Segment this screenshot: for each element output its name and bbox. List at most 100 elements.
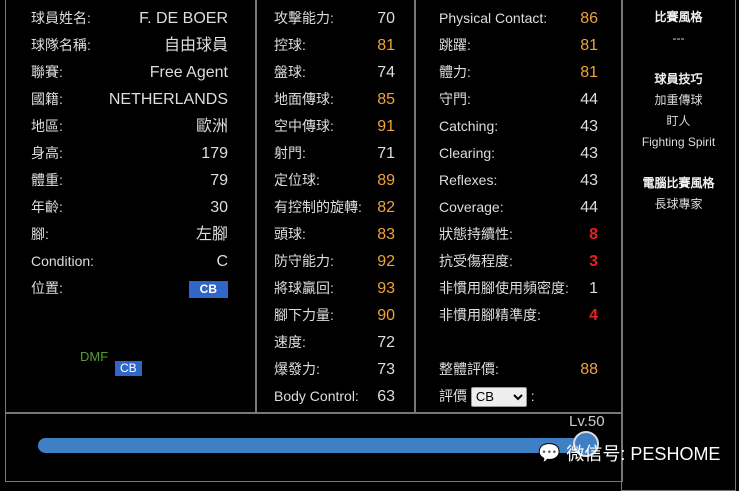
position-map-dmf: DMF xyxy=(80,349,109,364)
ai-style-value: 長球專家 xyxy=(654,197,703,211)
stat-row: 有控制的旋轉: 82 xyxy=(274,194,395,221)
stat-value: 73 xyxy=(377,361,395,378)
stat-row: 盤球: 74 xyxy=(274,59,395,86)
stat-row: 地區: 歐洲 xyxy=(31,113,228,140)
wechat-icon: 💬 xyxy=(538,442,561,463)
level-frame xyxy=(5,412,623,482)
stats-column-1: 攻擊能力: 70 控球: 81 盤球: 74 地面傳球: 85 空中傳球: 91 射門: 71 定位球:… xyxy=(274,5,395,410)
stat-label: 年齡: xyxy=(31,199,63,215)
position-row: 位置: CB xyxy=(31,275,228,302)
stat-label: 地區: xyxy=(31,118,63,134)
stat-label: 速度: xyxy=(274,334,306,350)
stat-row: 空中傳球: 91 xyxy=(274,113,395,140)
stat-value: 左腳 xyxy=(195,226,228,243)
stat-label: 將球贏回: xyxy=(274,280,334,296)
side-panel: 比賽風格 --- 球員技巧 加重傳球 盯人 Fighting Spirit 電腦… xyxy=(622,0,735,215)
stat-value: 44 xyxy=(580,199,598,216)
style-value: --- xyxy=(672,31,685,45)
level-slider-track[interactable] xyxy=(38,438,598,453)
stat-value: 72 xyxy=(377,334,395,351)
stat-label: 國籍: xyxy=(31,91,63,107)
stat-label: 頭球: xyxy=(274,226,306,242)
stats-column-2: Physical Contact: 86 跳躍: 81 體力: 81 守門: 44 Catchi… xyxy=(439,5,598,329)
level-slider-handle[interactable] xyxy=(573,431,599,457)
stat-label: 抗受傷程度: xyxy=(439,253,513,269)
stat-label: 體力: xyxy=(439,64,471,80)
profile-column: 球員姓名: F. DE BOER 球隊名稱: 自由球員 聯賽: Free Agent 國籍:… xyxy=(31,5,228,275)
stat-value: 92 xyxy=(377,253,395,270)
stat-row: 非慣用腳使用頻密度: 1 xyxy=(439,275,598,302)
stat-value: 44 xyxy=(580,91,598,108)
skills-title: 球員技巧 xyxy=(654,72,703,86)
stat-label: 身高: xyxy=(31,145,63,161)
stat-label: 腳下力量: xyxy=(274,307,334,323)
position-map-cb: CB xyxy=(115,361,142,376)
stat-label: Condition: xyxy=(31,253,95,269)
style-title: 比賽風格 xyxy=(654,10,703,24)
stat-row: 體力: 81 xyxy=(439,59,598,86)
stat-label: 攻擊能力: xyxy=(274,10,334,26)
stat-row: 定位球: 89 xyxy=(274,167,395,194)
col-divider-2 xyxy=(414,0,416,414)
rating-select[interactable]: CB xyxy=(470,386,527,407)
stat-value: 43 xyxy=(580,145,598,162)
stat-label: 射門: xyxy=(274,145,306,161)
stat-label: 跳躍: xyxy=(439,37,471,53)
stat-row: 腳下力量: 90 xyxy=(274,302,395,329)
stat-label: Catching: xyxy=(439,118,499,134)
overall-row: 整體評價: 88 xyxy=(439,356,598,383)
stat-label: 聯賽: xyxy=(31,64,63,80)
stat-label: Body Control: xyxy=(274,388,359,404)
stat-label: 球隊名稱: xyxy=(31,37,91,53)
overall-label: 整體評價: xyxy=(439,361,499,377)
stat-row: Catching: 43 xyxy=(439,113,598,140)
overall-value: 88 xyxy=(580,361,598,378)
stat-value: 179 xyxy=(201,145,228,162)
stat-row: 非慣用腳精準度: 4 xyxy=(439,302,598,329)
stat-label: 狀態持續性: xyxy=(439,226,513,242)
position-label: 位置: xyxy=(31,280,63,296)
col-divider-1 xyxy=(255,0,257,414)
stat-value: 4 xyxy=(589,307,598,324)
stat-row: 球隊名稱: 自由球員 xyxy=(31,32,228,59)
stat-label: 爆發力: xyxy=(274,361,320,377)
stat-row: 將球贏回: 93 xyxy=(274,275,395,302)
stat-label: 非慣用腳使用頻密度: xyxy=(439,280,569,296)
stat-value: 85 xyxy=(377,91,395,108)
stat-value: 91 xyxy=(377,118,395,135)
stat-row: 體重: 79 xyxy=(31,167,228,194)
position-map: DMF CB xyxy=(60,345,220,385)
stat-row: Condition: C xyxy=(31,248,228,275)
level-label: Lv.50 xyxy=(569,413,605,430)
stat-row: 攻擊能力: 70 xyxy=(274,5,395,32)
rating-label: 評價 xyxy=(439,388,467,404)
stat-label: 空中傳球: xyxy=(274,118,334,134)
stat-label: 球員姓名: xyxy=(31,10,91,26)
skill-item: 盯人 xyxy=(666,114,691,128)
stat-value: 自由球員 xyxy=(163,37,228,54)
stat-label: 定位球: xyxy=(274,172,320,188)
ai-style-title: 電腦比賽風格 xyxy=(642,176,715,190)
stat-value: 43 xyxy=(580,118,598,135)
stat-row: 球員姓名: F. DE BOER xyxy=(31,5,228,32)
stat-row: 爆發力: 73 xyxy=(274,356,395,383)
main-frame xyxy=(5,0,623,414)
stat-row: 年齡: 30 xyxy=(31,194,228,221)
stat-row: 守門: 44 xyxy=(439,86,598,113)
stat-value: 70 xyxy=(377,10,395,27)
stat-value: 3 xyxy=(589,253,598,270)
stat-value: C xyxy=(216,253,228,270)
stat-row: 國籍: NETHERLANDS xyxy=(31,86,228,113)
position-badge: CB xyxy=(188,281,228,298)
stat-value: NETHERLANDS xyxy=(108,91,228,108)
stat-label: 盤球: xyxy=(274,64,306,80)
stat-value: 82 xyxy=(377,199,395,216)
stat-value: F. DE BOER xyxy=(139,10,228,27)
stat-value: 74 xyxy=(377,64,395,81)
stat-label: Physical Contact: xyxy=(439,10,548,26)
stat-value: 90 xyxy=(377,307,395,324)
stat-value: 8 xyxy=(589,226,598,243)
stat-value: 86 xyxy=(580,10,598,27)
stat-value: 1 xyxy=(589,280,598,297)
stat-label: Reflexes: xyxy=(439,172,498,188)
